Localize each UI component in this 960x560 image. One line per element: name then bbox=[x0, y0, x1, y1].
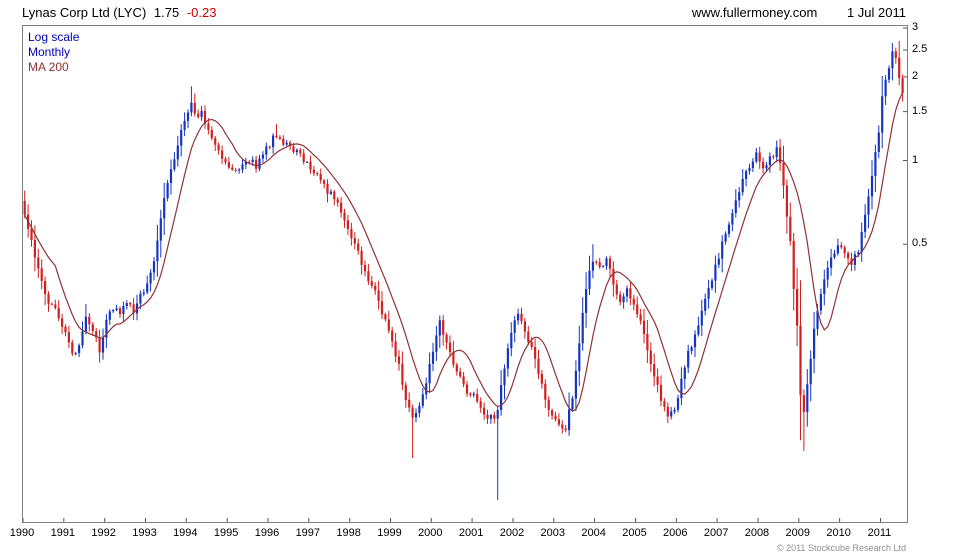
header-meta-block: www.fullermoney.com 1 Jul 2011 bbox=[666, 5, 906, 20]
x-axis-label: 1993 bbox=[132, 527, 157, 539]
x-axis-label: 1994 bbox=[173, 527, 198, 539]
x-axis-label: 2005 bbox=[622, 527, 647, 539]
x-axis-label: 1996 bbox=[254, 527, 280, 539]
x-axis-label: 1997 bbox=[295, 527, 321, 539]
x-axis-label: 2004 bbox=[581, 527, 606, 539]
y-axis-label: 0.5 bbox=[912, 237, 928, 250]
chart-date: 1 Jul 2011 bbox=[846, 5, 906, 20]
x-axis-label: 1995 bbox=[213, 527, 239, 539]
y-axis-label: 2.5 bbox=[912, 42, 928, 55]
chart-legend: Log scale Monthly MA 200 bbox=[28, 30, 79, 75]
y-axis: 3 2.5 2 1.5 1 0.5 bbox=[910, 21, 956, 523]
x-axis-label: 2007 bbox=[703, 527, 729, 539]
x-axis-label: 2001 bbox=[458, 527, 484, 539]
x-axis-label: 1990 bbox=[9, 527, 35, 539]
y-axis-label: 2 bbox=[912, 69, 919, 82]
copyright-notice: © 2011 Stockcube Research Ltd bbox=[776, 543, 906, 553]
instrument-title-block: Lynas Corp Ltd (LYC) 1.75 -0.23 bbox=[22, 5, 220, 20]
x-axis: 1990 1991 1992 1993 1994 1995 1996 1997 1998 1999… bbox=[10, 527, 932, 541]
chart-frame bbox=[22, 25, 908, 523]
x-axis-label: 2010 bbox=[826, 527, 851, 539]
y-axis-label: 1 bbox=[912, 153, 919, 166]
chart-header: Lynas Corp Ltd (LYC) 1.75 -0.23 www.full… bbox=[22, 5, 906, 20]
legend-scale: Log scale bbox=[28, 30, 80, 44]
x-axis-label: 1991 bbox=[50, 527, 76, 539]
x-axis-label: 2011 bbox=[867, 527, 892, 539]
y-axis-label: 1.5 bbox=[912, 104, 928, 117]
x-axis-label: 2009 bbox=[785, 527, 811, 539]
y-axis-label: 3 bbox=[912, 21, 919, 33]
instrument-name: Lynas Corp Ltd (LYC) bbox=[22, 5, 147, 20]
candlestick-plot bbox=[23, 27, 907, 522]
x-axis-label: 2008 bbox=[744, 527, 770, 539]
x-axis-label: 2006 bbox=[663, 527, 688, 539]
x-axis-label: 2002 bbox=[499, 527, 525, 539]
x-axis-label: 2000 bbox=[418, 527, 443, 539]
x-axis-label: 1999 bbox=[377, 527, 402, 539]
x-axis-label: 2003 bbox=[540, 527, 566, 539]
site-name: www.fullermoney.com bbox=[691, 5, 818, 20]
legend-interval: Monthly bbox=[28, 45, 71, 59]
price-change: -0.23 bbox=[186, 5, 217, 20]
x-axis-label: 1998 bbox=[336, 527, 361, 539]
legend-ma: MA 200 bbox=[28, 60, 69, 74]
x-axis-label: 1992 bbox=[91, 527, 116, 539]
last-price: 1.75 bbox=[153, 5, 180, 20]
